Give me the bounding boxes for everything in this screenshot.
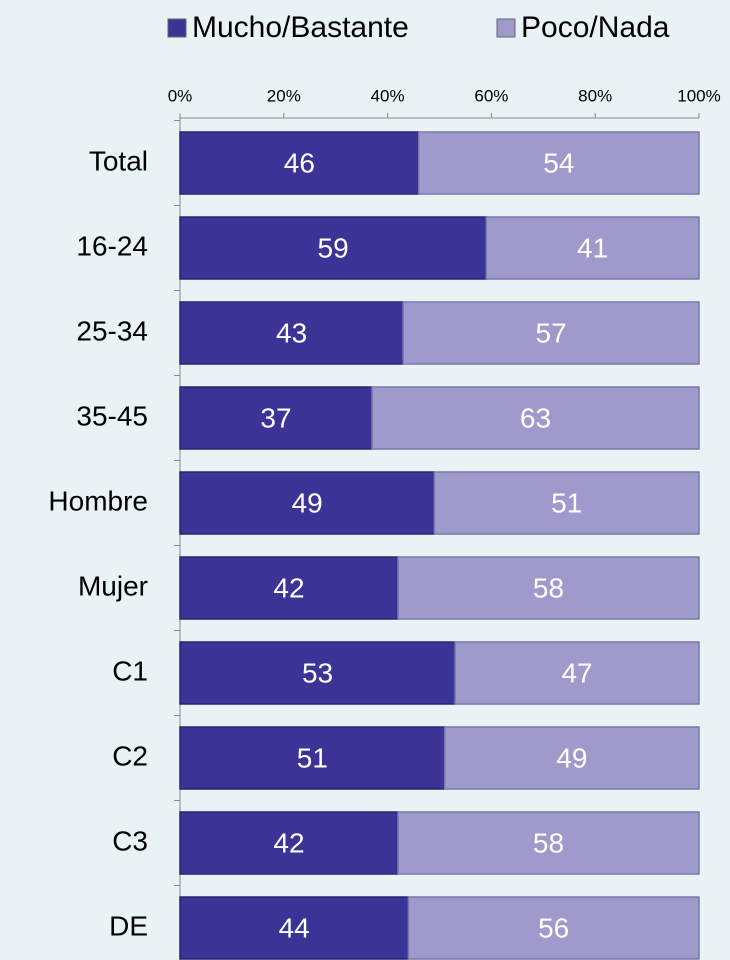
bar-segment (179, 641, 456, 705)
bar-segment (397, 811, 700, 875)
legend-swatch (496, 18, 516, 38)
bar-segment (371, 386, 700, 450)
y-tick-label: 35-45 (76, 400, 148, 431)
bar-segment (402, 301, 700, 365)
y-tick-label: C3 (112, 825, 148, 856)
data-label: 51 (551, 487, 582, 518)
y-tick-label: C1 (112, 655, 148, 686)
legend-swatch (167, 18, 187, 38)
y-tick-label: DE (109, 910, 148, 941)
bar-segment (397, 556, 700, 620)
bar-segment (179, 811, 399, 875)
y-tick-label: Mujer (78, 570, 148, 601)
data-label: 58 (533, 572, 564, 603)
data-label: 42 (273, 827, 304, 858)
bar-segment (179, 301, 404, 365)
data-label: 58 (533, 827, 564, 858)
data-label: 41 (577, 232, 608, 263)
bar-segment (417, 131, 700, 195)
data-label: 54 (543, 147, 574, 178)
x-tick-label: 100% (677, 86, 720, 105)
bar-segment (454, 641, 700, 705)
data-label: 53 (302, 657, 333, 688)
x-tick-label: 20% (267, 86, 301, 105)
y-tick-label: 16-24 (76, 230, 148, 261)
data-label: 44 (279, 912, 310, 943)
y-tick-label: 25-34 (76, 315, 148, 346)
bar-segment (179, 471, 436, 535)
bar-segment (179, 216, 487, 280)
data-label: 57 (536, 317, 567, 348)
data-label: 49 (556, 742, 587, 773)
bar-segment (179, 896, 410, 960)
data-label: 51 (297, 742, 328, 773)
y-tick-label: Hombre (48, 485, 148, 516)
data-label: 49 (292, 487, 323, 518)
x-tick-label: 40% (371, 86, 405, 105)
bar-segment (407, 896, 700, 960)
bar-segment (179, 726, 446, 790)
x-tick-label: 80% (578, 86, 612, 105)
data-label: 63 (520, 402, 551, 433)
legend-label: Mucho/Bastante (192, 11, 409, 44)
data-label: 46 (284, 147, 315, 178)
data-label: 42 (273, 572, 304, 603)
y-tick-label: C2 (112, 740, 148, 771)
legend-label: Poco/Nada (521, 11, 670, 44)
data-label: 47 (561, 657, 592, 688)
bar-segment (179, 556, 399, 620)
bar-segment (433, 471, 700, 535)
data-label: 56 (538, 912, 569, 943)
y-tick-label: Total (89, 145, 148, 176)
data-label: 59 (318, 232, 349, 263)
x-tick-label: 60% (474, 86, 508, 105)
data-label: 37 (260, 402, 291, 433)
bar-segment (443, 726, 700, 790)
bar-segment (485, 216, 700, 280)
data-label: 43 (276, 317, 307, 348)
x-tick-label: 0% (168, 86, 193, 105)
